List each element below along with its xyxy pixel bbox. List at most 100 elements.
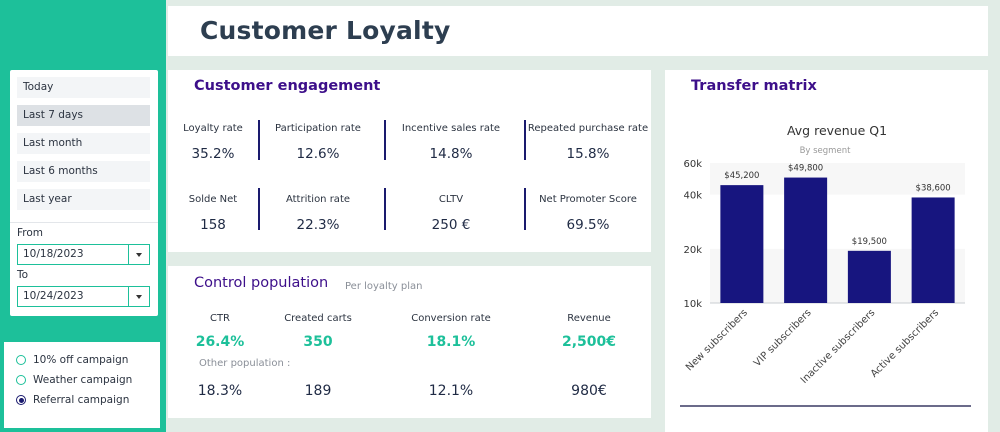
metric-incentive-sales-rate: Incentive sales rate 14.8%	[386, 123, 516, 162]
header: Customer Loyalty	[168, 6, 988, 56]
bar	[911, 197, 955, 303]
to-label: To	[17, 269, 29, 281]
radio-button[interactable]	[16, 355, 26, 365]
other-revenue-value: 980€	[571, 383, 607, 399]
metric-label: Loyalty rate	[183, 123, 243, 134]
metric-divider	[524, 188, 526, 230]
metric-attrition-rate: Attrition rate 22.3%	[260, 194, 376, 233]
metric-value: 12.6%	[296, 146, 340, 162]
metric-label: Solde Net	[188, 194, 238, 205]
campaign-label: Referral campaign	[33, 394, 130, 406]
metric-divider	[384, 120, 386, 160]
customer-engagement-card: Customer engagement Loyalty rate 35.2% P…	[168, 70, 651, 252]
control-metric-ctr: CTR 26.4%	[178, 313, 262, 350]
bar	[784, 177, 828, 303]
control-population-card: Control population Per loyalty plan CTR …	[168, 266, 651, 418]
campaign-label: 10% off campaign	[33, 354, 129, 366]
metric-label: Created carts	[284, 313, 352, 324]
page-title: Customer Loyalty	[200, 16, 451, 45]
range-last-month[interactable]: Last month	[17, 133, 150, 154]
control-metric-conversion-rate: Conversion rate 18.1%	[382, 313, 520, 350]
control-metric-revenue: Revenue 2,500€	[528, 313, 650, 350]
metric-divider	[524, 120, 526, 160]
x-tick-label: Active subscribers	[869, 307, 941, 379]
metric-label: Incentive sales rate	[401, 123, 501, 134]
y-tick-label: 20k	[683, 245, 702, 256]
chevron-down-icon	[136, 294, 142, 299]
metric-value: 250 €	[431, 217, 471, 233]
metric-label: Attrition rate	[285, 194, 351, 205]
date-range-panel: Today Last 7 days Last month Last 6 mont…	[10, 70, 158, 316]
bar	[720, 185, 764, 303]
metric-value: 26.4%	[195, 334, 245, 350]
other-ctr-value: 18.3%	[197, 383, 243, 399]
data-label: $49,800	[788, 164, 823, 174]
metric-loyalty-rate: Loyalty rate 35.2%	[168, 123, 258, 162]
metric-value: 22.3%	[296, 217, 340, 233]
from-label: From	[17, 227, 44, 239]
metric-label: Participation rate	[275, 123, 361, 134]
metric-divider	[384, 188, 386, 230]
chart-subtitle: By segment	[800, 146, 852, 156]
control-subtitle: Per loyalty plan	[345, 281, 423, 292]
metric-value: 350	[303, 334, 333, 350]
metric-value: 69.5%	[566, 217, 610, 233]
metric-value: 15.8%	[566, 146, 610, 162]
to-date-field[interactable]: 10/24/2023	[17, 286, 150, 307]
x-tick-label: Inactive subscribers	[799, 307, 878, 386]
y-tick-label: 60k	[683, 159, 702, 170]
metric-value: 2,500€	[561, 334, 617, 350]
range-last-7-days[interactable]: Last 7 days	[17, 105, 150, 126]
metric-participation-rate: Participation rate 12.6%	[260, 123, 376, 162]
range-last-6-months[interactable]: Last 6 months	[17, 161, 150, 182]
metric-label: Revenue	[567, 313, 611, 324]
range-today[interactable]: Today	[17, 77, 150, 98]
metric-label: CTR	[209, 313, 231, 324]
y-tick-label: 40k	[683, 191, 702, 202]
metric-value: 14.8%	[429, 146, 473, 162]
other-created-carts-value: 189	[304, 383, 332, 399]
from-date-value: 10/18/2023	[23, 248, 84, 260]
divider	[10, 222, 158, 223]
sidebar: Today Last 7 days Last month Last 6 mont…	[0, 0, 166, 432]
chart-title: Avg revenue Q1	[787, 123, 887, 138]
y-tick-label: 10k	[683, 299, 702, 310]
data-label: $19,500	[852, 237, 887, 247]
metric-label: Conversion rate	[411, 313, 491, 324]
metric-solde-net: Solde Net 158	[168, 194, 258, 233]
transfer-title: Transfer matrix	[691, 78, 817, 94]
from-dropdown-button[interactable]	[128, 245, 149, 264]
metric-value: 35.2%	[191, 146, 235, 162]
avg-revenue-chart: Avg revenue Q1 By segment 10k 20k 40k 60k $45,…	[683, 123, 965, 386]
metric-repeated-purchase-rate: Repeated purchase rate 15.8%	[526, 123, 650, 162]
campaign-label: Weather campaign	[33, 374, 133, 386]
transfer-matrix-card: Transfer matrix Avg revenue Q1 By segment…	[665, 70, 988, 432]
range-last-year[interactable]: Last year	[17, 189, 150, 210]
engagement-title: Customer engagement	[194, 78, 381, 94]
campaign-panel: 10% off campaign Weather campaign Referr…	[4, 342, 160, 428]
control-metric-created-carts: Created carts 350	[262, 313, 374, 350]
data-label: $45,200	[724, 171, 759, 181]
to-date-value: 10/24/2023	[23, 290, 84, 302]
metric-label: CLTV	[438, 194, 464, 205]
radio-button[interactable]	[16, 375, 26, 385]
data-label: $38,600	[916, 183, 951, 193]
campaign-option-referral[interactable]: Referral campaign	[16, 393, 129, 407]
from-date-field[interactable]: 10/18/2023	[17, 244, 150, 265]
other-population-label: Other population :	[199, 358, 291, 369]
metric-label: Net Promoter Score	[539, 194, 637, 205]
other-conversion-rate-value: 12.1%	[428, 383, 474, 399]
metric-divider	[258, 120, 260, 160]
x-tick-label: VIP subscribers	[752, 307, 814, 369]
metric-label: Repeated purchase rate	[527, 123, 649, 134]
metric-divider	[258, 188, 260, 230]
x-tick-label: New subscribers	[684, 307, 750, 373]
metric-value: 158	[200, 217, 226, 233]
to-dropdown-button[interactable]	[128, 287, 149, 306]
metric-value: 18.1%	[426, 334, 476, 350]
radio-button-checked[interactable]	[16, 395, 26, 405]
campaign-option-10-off[interactable]: 10% off campaign	[16, 353, 128, 367]
divider	[680, 405, 971, 407]
control-title: Control population	[194, 275, 329, 291]
campaign-option-weather[interactable]: Weather campaign	[16, 373, 132, 387]
